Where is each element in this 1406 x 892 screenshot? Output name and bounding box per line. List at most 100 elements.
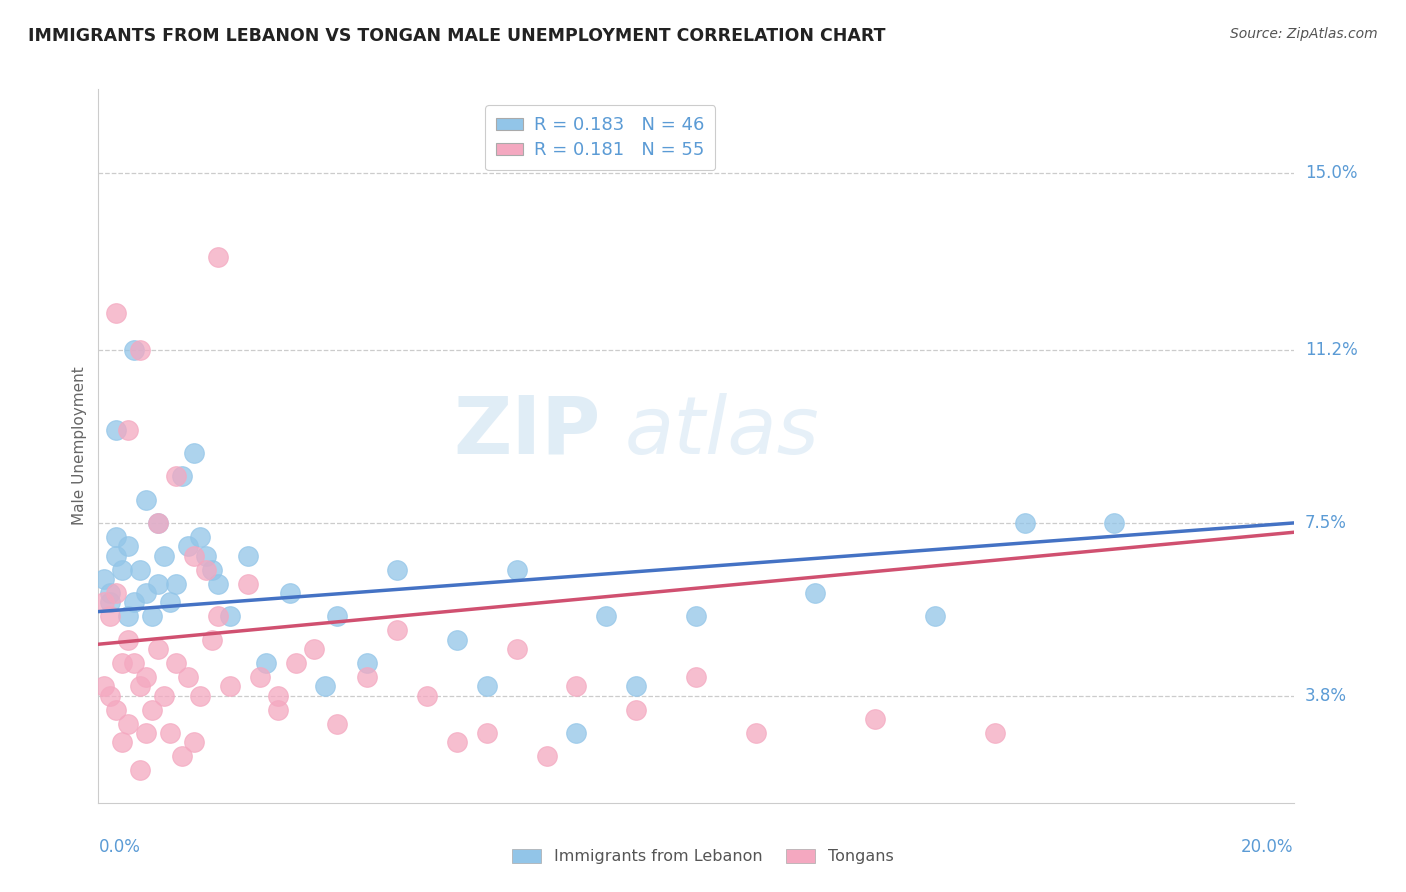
Text: 20.0%: 20.0%: [1241, 838, 1294, 855]
Point: [416, 689, 439, 703]
Text: Source: ZipAtlas.com: Source: ZipAtlas.com: [1230, 27, 1378, 41]
Text: 7.5%: 7.5%: [1305, 514, 1347, 532]
Point: [98, 689, 122, 703]
Point: [177, 539, 200, 553]
Point: [745, 726, 768, 740]
Point: [183, 549, 205, 563]
Point: [105, 702, 128, 716]
Point: [117, 716, 139, 731]
Point: [141, 609, 163, 624]
Point: [117, 539, 139, 553]
Point: [475, 679, 498, 693]
Point: [111, 563, 134, 577]
Point: [236, 576, 259, 591]
Point: [148, 641, 170, 656]
Point: [159, 726, 181, 740]
Point: [278, 586, 301, 600]
Text: 15.0%: 15.0%: [1305, 164, 1357, 182]
Point: [135, 726, 157, 740]
Point: [685, 670, 707, 684]
Point: [129, 763, 152, 777]
Point: [565, 726, 588, 740]
Point: [153, 689, 176, 703]
Point: [219, 609, 242, 624]
Legend: Immigrants from Lebanon, Tongans: Immigrants from Lebanon, Tongans: [506, 842, 900, 871]
Point: [177, 670, 200, 684]
Point: [172, 469, 194, 483]
Point: [98, 609, 122, 624]
Point: [804, 586, 827, 600]
Point: [105, 423, 128, 437]
Text: ZIP: ZIP: [453, 392, 600, 471]
Point: [129, 679, 152, 693]
Point: [98, 586, 122, 600]
Point: [236, 549, 259, 563]
Point: [93, 679, 115, 693]
Point: [165, 469, 187, 483]
Point: [124, 656, 146, 670]
Point: [165, 656, 187, 670]
Point: [207, 609, 229, 624]
Point: [536, 749, 558, 764]
Point: [201, 563, 224, 577]
Point: [124, 343, 146, 358]
Point: [159, 595, 181, 609]
Point: [254, 656, 277, 670]
Point: [111, 656, 134, 670]
Point: [506, 563, 529, 577]
Text: 11.2%: 11.2%: [1305, 342, 1357, 359]
Text: 3.8%: 3.8%: [1305, 687, 1347, 705]
Point: [626, 679, 648, 693]
Point: [685, 609, 707, 624]
Point: [924, 609, 946, 624]
Point: [1014, 516, 1036, 530]
Point: [267, 702, 290, 716]
Point: [207, 576, 229, 591]
Point: [984, 726, 1007, 740]
Point: [135, 586, 157, 600]
Text: IMMIGRANTS FROM LEBANON VS TONGAN MALE UNEMPLOYMENT CORRELATION CHART: IMMIGRANTS FROM LEBANON VS TONGAN MALE U…: [28, 27, 886, 45]
Point: [356, 656, 378, 670]
Point: [117, 609, 139, 624]
Point: [148, 576, 170, 591]
Point: [446, 735, 468, 749]
Point: [135, 670, 157, 684]
Point: [506, 641, 529, 656]
Point: [135, 492, 157, 507]
Point: [1104, 516, 1126, 530]
Point: [865, 712, 887, 726]
Point: [356, 670, 378, 684]
Point: [93, 572, 115, 586]
Text: atlas: atlas: [624, 392, 820, 471]
Point: [105, 586, 128, 600]
Point: [117, 423, 139, 437]
Point: [201, 632, 224, 647]
Point: [105, 530, 128, 544]
Point: [129, 563, 152, 577]
Point: [195, 549, 218, 563]
Y-axis label: Male Unemployment: Male Unemployment: [72, 367, 87, 525]
Point: [124, 595, 146, 609]
Point: [284, 656, 307, 670]
Point: [148, 516, 170, 530]
Point: [165, 576, 187, 591]
Point: [207, 250, 229, 264]
Point: [93, 595, 115, 609]
Point: [195, 563, 218, 577]
Point: [148, 516, 170, 530]
Point: [385, 624, 409, 638]
Point: [595, 609, 617, 624]
Point: [183, 735, 205, 749]
Point: [475, 726, 498, 740]
Point: [249, 670, 271, 684]
Point: [153, 549, 176, 563]
Point: [267, 689, 290, 703]
Point: [172, 749, 194, 764]
Point: [188, 689, 211, 703]
Point: [105, 306, 128, 320]
Point: [315, 679, 337, 693]
Point: [565, 679, 588, 693]
Point: [117, 632, 139, 647]
Point: [326, 716, 349, 731]
Point: [129, 343, 152, 358]
